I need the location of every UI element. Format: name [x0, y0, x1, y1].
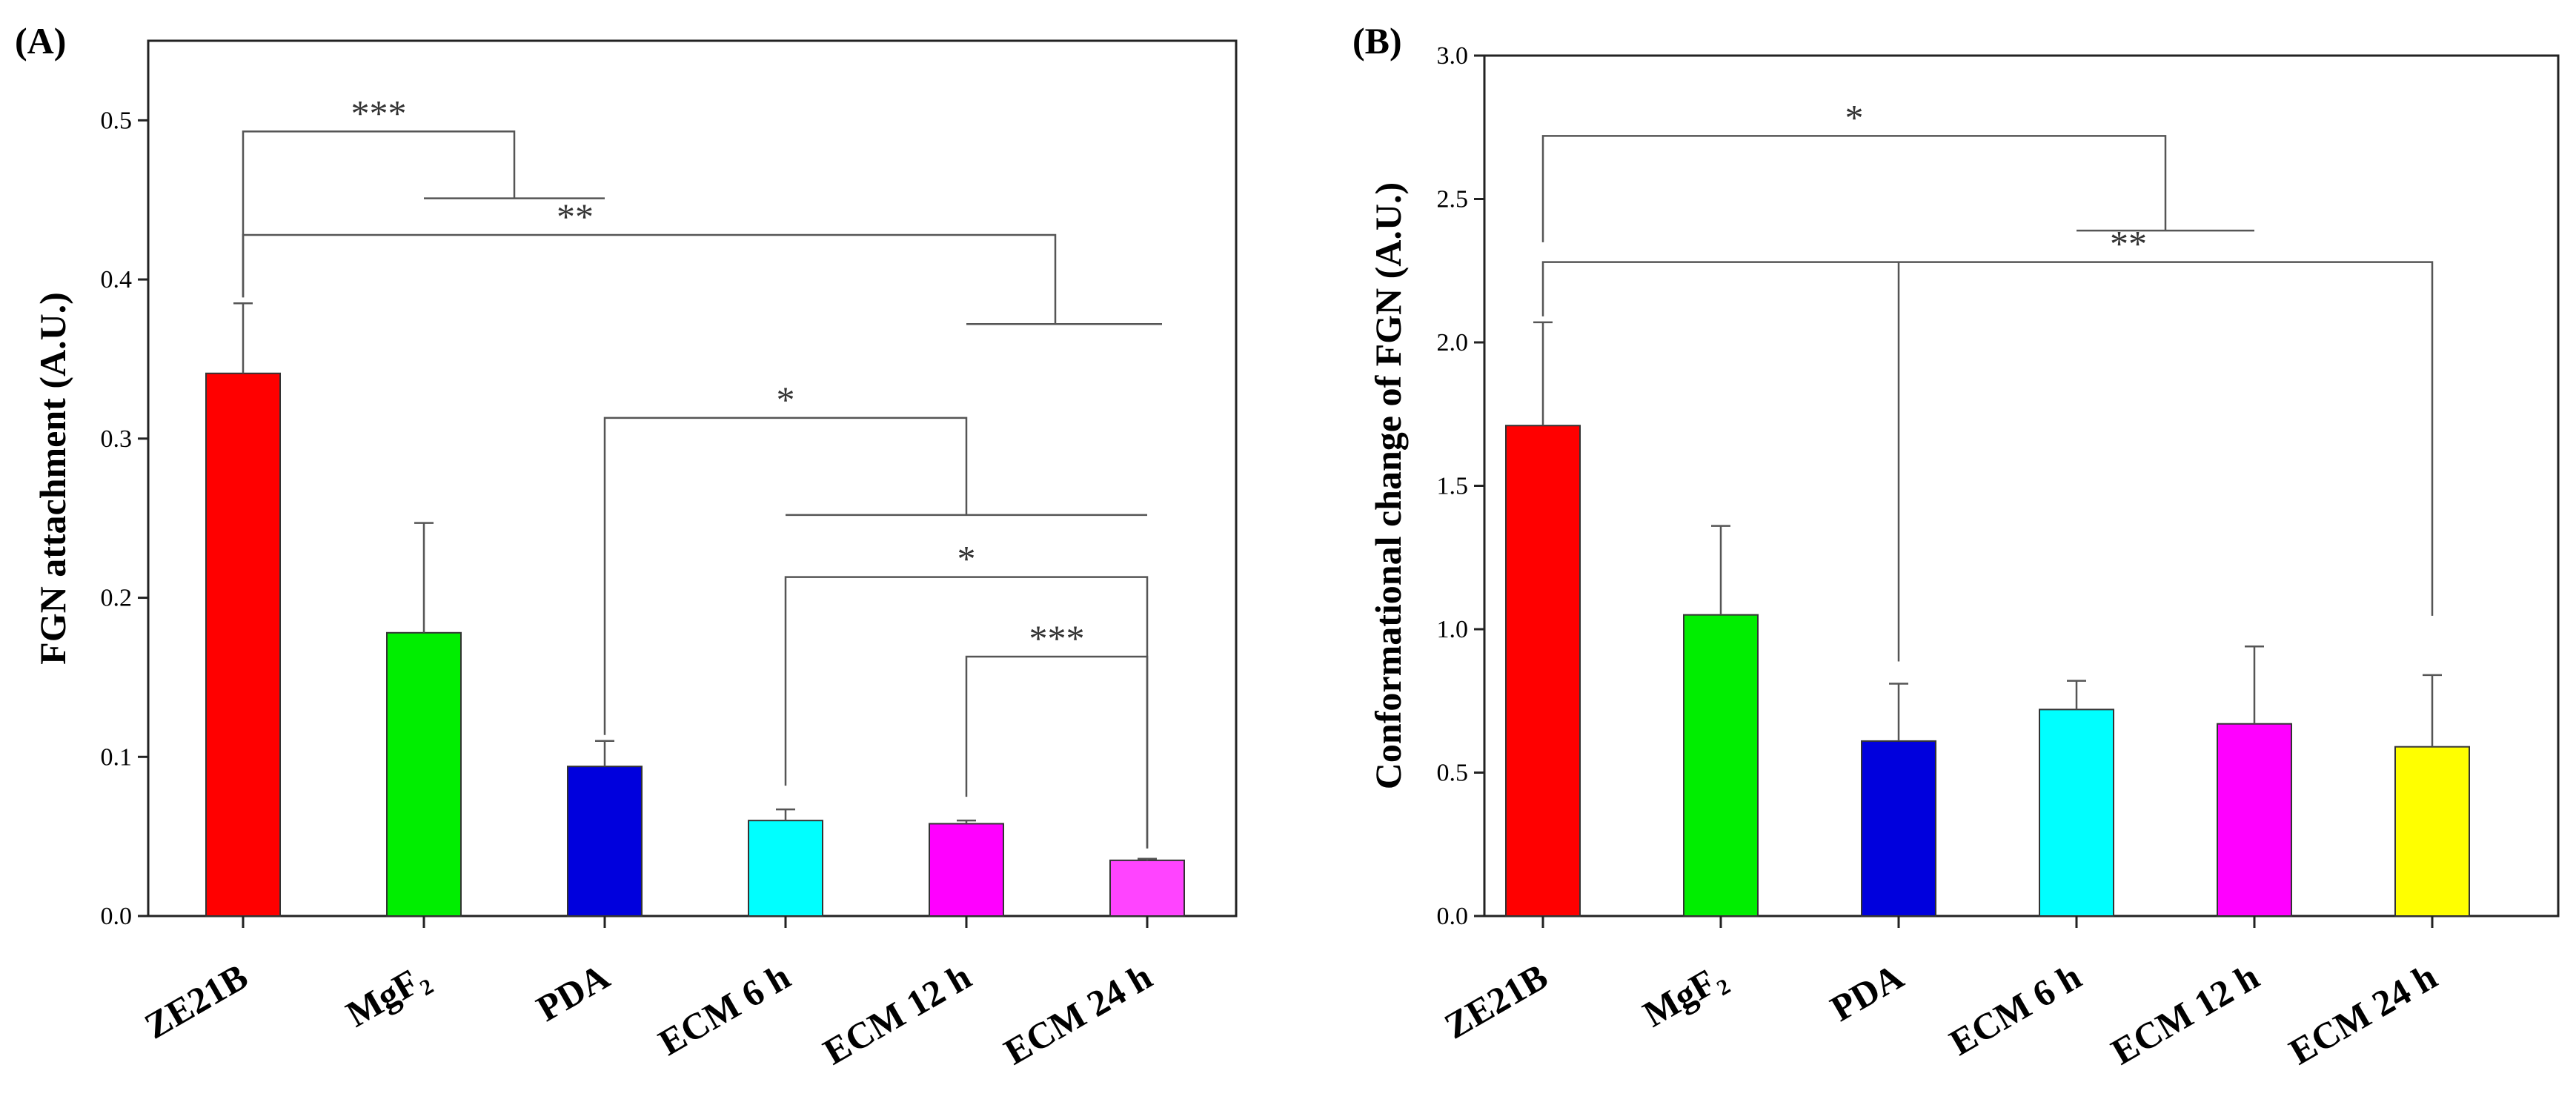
significance-bracket: *	[1541, 96, 2254, 242]
significance-label: ***	[351, 92, 407, 133]
panel-a-chart: (A) FGN attachment (A.U.) 0.0 0.1 0.2 0.3 0.4 0…	[15, 20, 1238, 1072]
category-label: ECM 6 h	[1942, 955, 2088, 1063]
y-tick-label: 0.0	[101, 903, 133, 930]
bar	[1861, 740, 1936, 917]
significance-bracket: ***	[242, 92, 605, 298]
significance-label: *	[1845, 96, 1864, 138]
y-tick-label: 0.5	[101, 107, 133, 134]
y-tick-label: 0.2	[101, 585, 133, 612]
y-tick-label: 0.3	[101, 425, 133, 453]
bar	[1683, 614, 1759, 917]
category-label: ECM 24 h	[2282, 955, 2443, 1072]
bar	[2039, 709, 2114, 917]
bar	[2217, 723, 2292, 917]
bar	[748, 820, 823, 917]
y-axis-label: FGN attachment (A.U.)	[32, 292, 73, 665]
category-label: ZE21B	[1438, 955, 1555, 1047]
bar	[1505, 425, 1581, 917]
bar	[2394, 746, 2470, 917]
panel-label: (B)	[1352, 20, 1402, 62]
category-label: ECM 24 h	[997, 955, 1158, 1072]
significance-bracket: **	[242, 196, 1162, 325]
y-axis-label: Conformational change of FGN (A.U.)	[1367, 182, 1409, 789]
category-label: PDA	[530, 955, 617, 1029]
y-tick-label: 1.5	[1437, 473, 1469, 500]
y-tick-label: 0.1	[101, 743, 133, 771]
category-label: ECM 12 h	[2104, 955, 2265, 1072]
y-tick-label: 2.5	[1437, 186, 1469, 213]
category-label: ZE21B	[138, 955, 255, 1047]
y-tick-label: 3.0	[1437, 42, 1469, 70]
y-tick-label: 1.0	[1437, 616, 1469, 643]
y-tick-label: 0.5	[1437, 760, 1469, 787]
category-label: ECM 6 h	[651, 955, 797, 1063]
significance-bracket: *	[603, 379, 1147, 735]
significance-label: *	[957, 538, 976, 580]
category-label: PDA	[1824, 955, 1911, 1029]
significance-label: **	[557, 196, 594, 237]
significance-label: **	[2110, 223, 2147, 265]
y-tick-label: 0.0	[1437, 903, 1469, 930]
bar	[386, 631, 462, 917]
panel-label: (A)	[15, 20, 66, 62]
significance-label: ***	[1029, 617, 1085, 659]
bar	[205, 372, 281, 917]
category-label: MgF₂	[1636, 955, 1733, 1035]
significance-bracket: ***	[965, 617, 1149, 849]
bar	[1109, 859, 1185, 917]
y-tick-label: 2.0	[1437, 329, 1469, 356]
significance-label: *	[777, 379, 795, 420]
bar	[929, 823, 1004, 917]
bar	[567, 766, 643, 917]
y-tick-label: 0.4	[101, 266, 133, 293]
plot-frame	[147, 39, 1238, 917]
category-label: ECM 12 h	[816, 955, 977, 1072]
significance-bracket: **	[1541, 223, 2434, 662]
panel-b-chart: (B) Conformational change of FGN (A.U.) 0.…	[1352, 20, 2560, 1072]
category-label: MgF₂	[339, 955, 436, 1035]
